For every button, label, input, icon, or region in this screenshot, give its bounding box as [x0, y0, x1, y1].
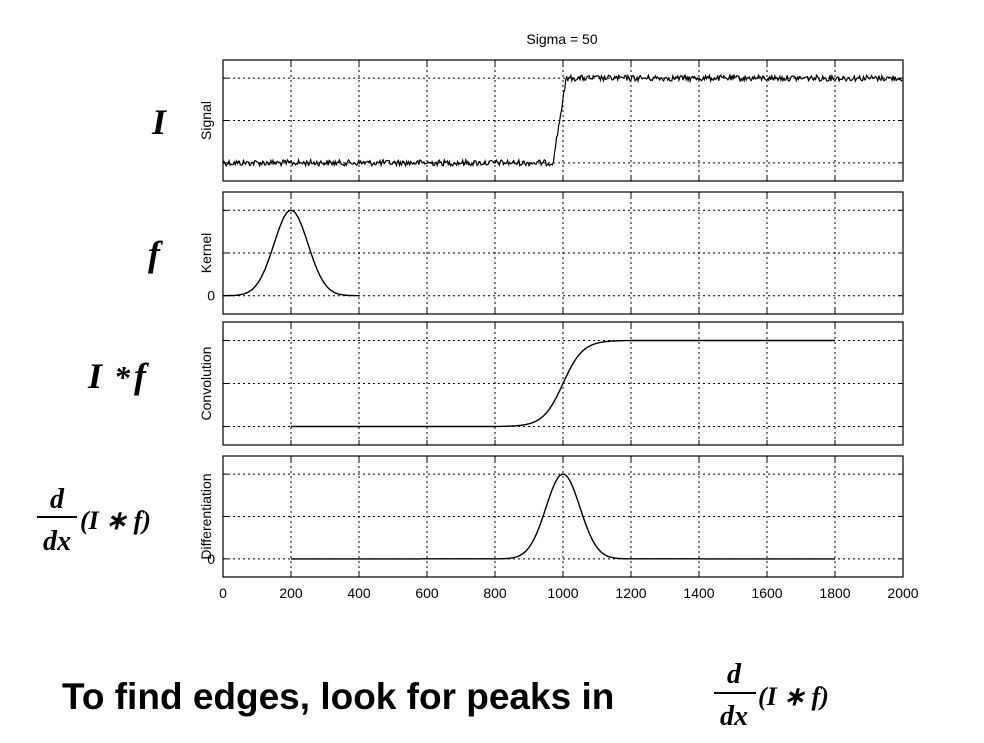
- series-line: [222, 72, 903, 168]
- x-tick-label: 200: [279, 585, 303, 601]
- differentiation-side-label: d dx (I ∗ f): [37, 484, 151, 557]
- series-line: [291, 339, 835, 428]
- y-axis-label: Convolution: [198, 347, 214, 421]
- diff-expression: (I ∗ f): [80, 506, 151, 535]
- caption-formula: d dx (I ∗ f): [714, 659, 829, 732]
- x-tick-label: 1600: [751, 585, 782, 601]
- x-tick-label: 1000: [547, 585, 578, 601]
- y-tick-label: 0: [207, 288, 215, 304]
- panel-2: 0 Kernel: [198, 191, 904, 315]
- panel-1: Signal: [198, 59, 904, 182]
- caption-formula-denominator: dx: [720, 701, 748, 732]
- signal-side-label: I: [151, 102, 168, 142]
- x-tick-label: 0: [219, 585, 227, 601]
- diff-denominator: dx: [43, 526, 71, 557]
- figure-title: Sigma = 50: [526, 31, 597, 47]
- x-tick-label: 400: [347, 585, 371, 601]
- y-axis-label: Differentiation: [198, 473, 214, 559]
- panel-3: Convolution: [198, 321, 904, 446]
- y-axis-label: Signal: [198, 101, 214, 140]
- caption-text: To find edges, look for peaks in: [62, 676, 615, 717]
- x-tick-label: 1800: [819, 585, 850, 601]
- convolution-side-label: I * f: [87, 356, 149, 396]
- figure: Sigma = 50 I f I * f d dx (I ∗ f) Signal…: [37, 31, 919, 601]
- convolution-side-label-left: I: [87, 356, 104, 396]
- kernel-side-label: f: [148, 234, 163, 274]
- y-axis-label: Kernel: [198, 233, 214, 273]
- convolution-side-label-op: *: [114, 359, 131, 395]
- series-line: [291, 473, 835, 560]
- convolution-side-label-right: f: [134, 356, 149, 396]
- caption-formula-numerator: d: [727, 659, 742, 690]
- y-tick-label: 0: [207, 551, 215, 567]
- caption-formula-expression: (I ∗ f): [758, 682, 829, 711]
- x-tick-label: 1200: [615, 585, 646, 601]
- x-tick-label: 800: [483, 585, 507, 601]
- x-tick-label: 2000: [887, 585, 918, 601]
- series-line: [223, 209, 359, 297]
- caption: To find edges, look for peaks in: [62, 676, 614, 718]
- diff-numerator: d: [50, 484, 65, 515]
- x-tick-label: 1400: [683, 585, 714, 601]
- x-tick-label: 600: [415, 585, 439, 601]
